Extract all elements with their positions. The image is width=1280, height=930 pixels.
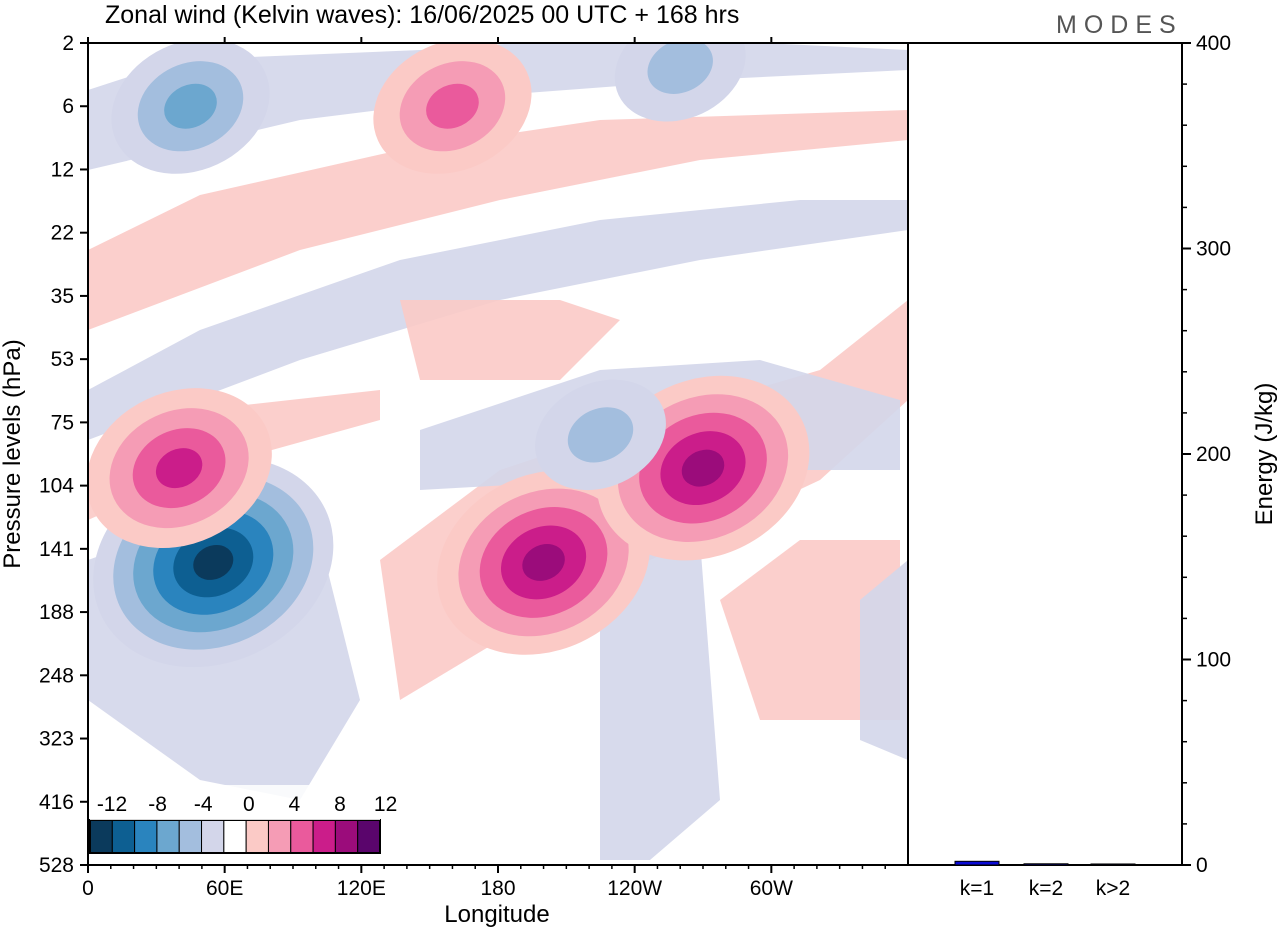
- y-tick-label: 248: [39, 664, 74, 687]
- contour-band: [88, 200, 908, 440]
- colorbar-swatch: [312, 819, 336, 854]
- x-tick-label: 60W: [750, 877, 793, 900]
- colorbar-swatch: [290, 819, 314, 854]
- energy-bar: [954, 860, 1000, 866]
- energy-axis-label: Energy (J/kg): [1251, 383, 1278, 526]
- colorbar-swatch: [111, 819, 136, 854]
- y-tick-label: 2: [62, 32, 74, 55]
- x-tick-label: 180: [480, 877, 515, 900]
- contour-level: [522, 543, 565, 581]
- contour-level: [164, 83, 217, 129]
- x-tick-label: 120E: [337, 877, 386, 900]
- colorbar-swatch: [245, 819, 269, 854]
- colorbar-label: 4: [289, 793, 301, 816]
- energy-tick-label: 300: [1196, 238, 1231, 261]
- colorbar-swatch: [89, 819, 113, 854]
- contour-band: [88, 110, 908, 330]
- y-tick-label: 6: [62, 95, 74, 118]
- y-tick-label: 53: [51, 348, 74, 371]
- colorbar-swatch: [357, 819, 381, 854]
- contour-band: [600, 540, 720, 860]
- contour-level: [681, 449, 725, 487]
- x-axis: 0 60E 120E 180 120W 60W: [82, 37, 886, 900]
- colorbar-legend: -12 -8 -4 0 4 8 12: [89, 785, 397, 854]
- colorbar-swatch: [134, 819, 158, 854]
- x-tick-label: 60E: [206, 877, 243, 900]
- y-tick-label: 12: [51, 158, 74, 181]
- contour-feature: [88, 388, 272, 549]
- colorbar-label: -4: [194, 793, 213, 816]
- y-tick-label: 35: [51, 285, 74, 308]
- contour-feature: [373, 43, 532, 174]
- contour-field: [88, 43, 908, 865]
- y-tick-label: 104: [39, 475, 74, 498]
- contour-level: [193, 544, 234, 580]
- colorbar-label: 8: [334, 793, 346, 816]
- energy-axis: 0 100 200 300 400: [1182, 32, 1231, 877]
- energy-tick-label: 0: [1196, 854, 1208, 877]
- y-axis: 2 6 12 22 35 53 75 104 141 188 248 323 416 528: [39, 32, 88, 877]
- x-tick-label: 0: [82, 877, 94, 900]
- contour-level: [647, 43, 713, 94]
- energy-category-label: k>2: [1096, 877, 1130, 900]
- colorbar-swatch: [201, 819, 225, 854]
- x-axis-label: Longitude: [444, 901, 549, 928]
- y-axis-label: Pressure levels (hPa): [0, 339, 26, 568]
- colorbar-label-bg: [90, 785, 380, 820]
- contour-level: [155, 448, 203, 489]
- y-tick-label: 141: [39, 538, 74, 561]
- colorbar-swatch: [178, 819, 203, 854]
- contour-band: [860, 560, 908, 760]
- y-tick-label: 75: [51, 411, 74, 434]
- colorbar-swatch: [156, 819, 180, 854]
- contour-level: [567, 407, 634, 463]
- energy-tick-label: 200: [1196, 443, 1231, 466]
- colorbar-label: 0: [243, 793, 255, 816]
- modes-logo: MODES: [1056, 11, 1183, 39]
- colorbar-label: 12: [374, 793, 397, 816]
- energy-bars: k=1 k=2 k>2: [954, 860, 1136, 900]
- y-tick-label: 22: [51, 222, 74, 245]
- energy-category-label: k=1: [960, 877, 994, 900]
- energy-tick-label: 400: [1196, 32, 1231, 55]
- contour-band: [720, 540, 900, 720]
- colorbar-label: -12: [97, 793, 127, 816]
- energy-bar: [1023, 863, 1069, 866]
- y-tick-label: 528: [39, 854, 74, 877]
- contour-feature: [535, 379, 666, 491]
- x-tick-label: 120W: [607, 877, 662, 900]
- colorbar-label: -8: [148, 793, 167, 816]
- colorbar-swatch: [267, 819, 292, 854]
- energy-tick-label: 100: [1196, 649, 1231, 672]
- energy-plot-frame: [907, 42, 1183, 866]
- chart-title: Zonal wind (Kelvin waves): 16/06/2025 00…: [105, 1, 739, 29]
- y-tick-label: 188: [39, 601, 74, 624]
- energy-category-label: k=2: [1029, 877, 1063, 900]
- contour-feature: [614, 43, 746, 122]
- y-tick-label: 323: [39, 728, 74, 751]
- colorbar-swatch: [223, 819, 247, 854]
- colorbar-swatch: [334, 819, 359, 854]
- contour-feature: [111, 43, 270, 174]
- y-tick-label: 416: [39, 791, 74, 814]
- contour-level: [426, 83, 479, 129]
- contour-feature: [437, 470, 650, 655]
- energy-bar: [1090, 863, 1136, 866]
- contour-band: [400, 300, 620, 380]
